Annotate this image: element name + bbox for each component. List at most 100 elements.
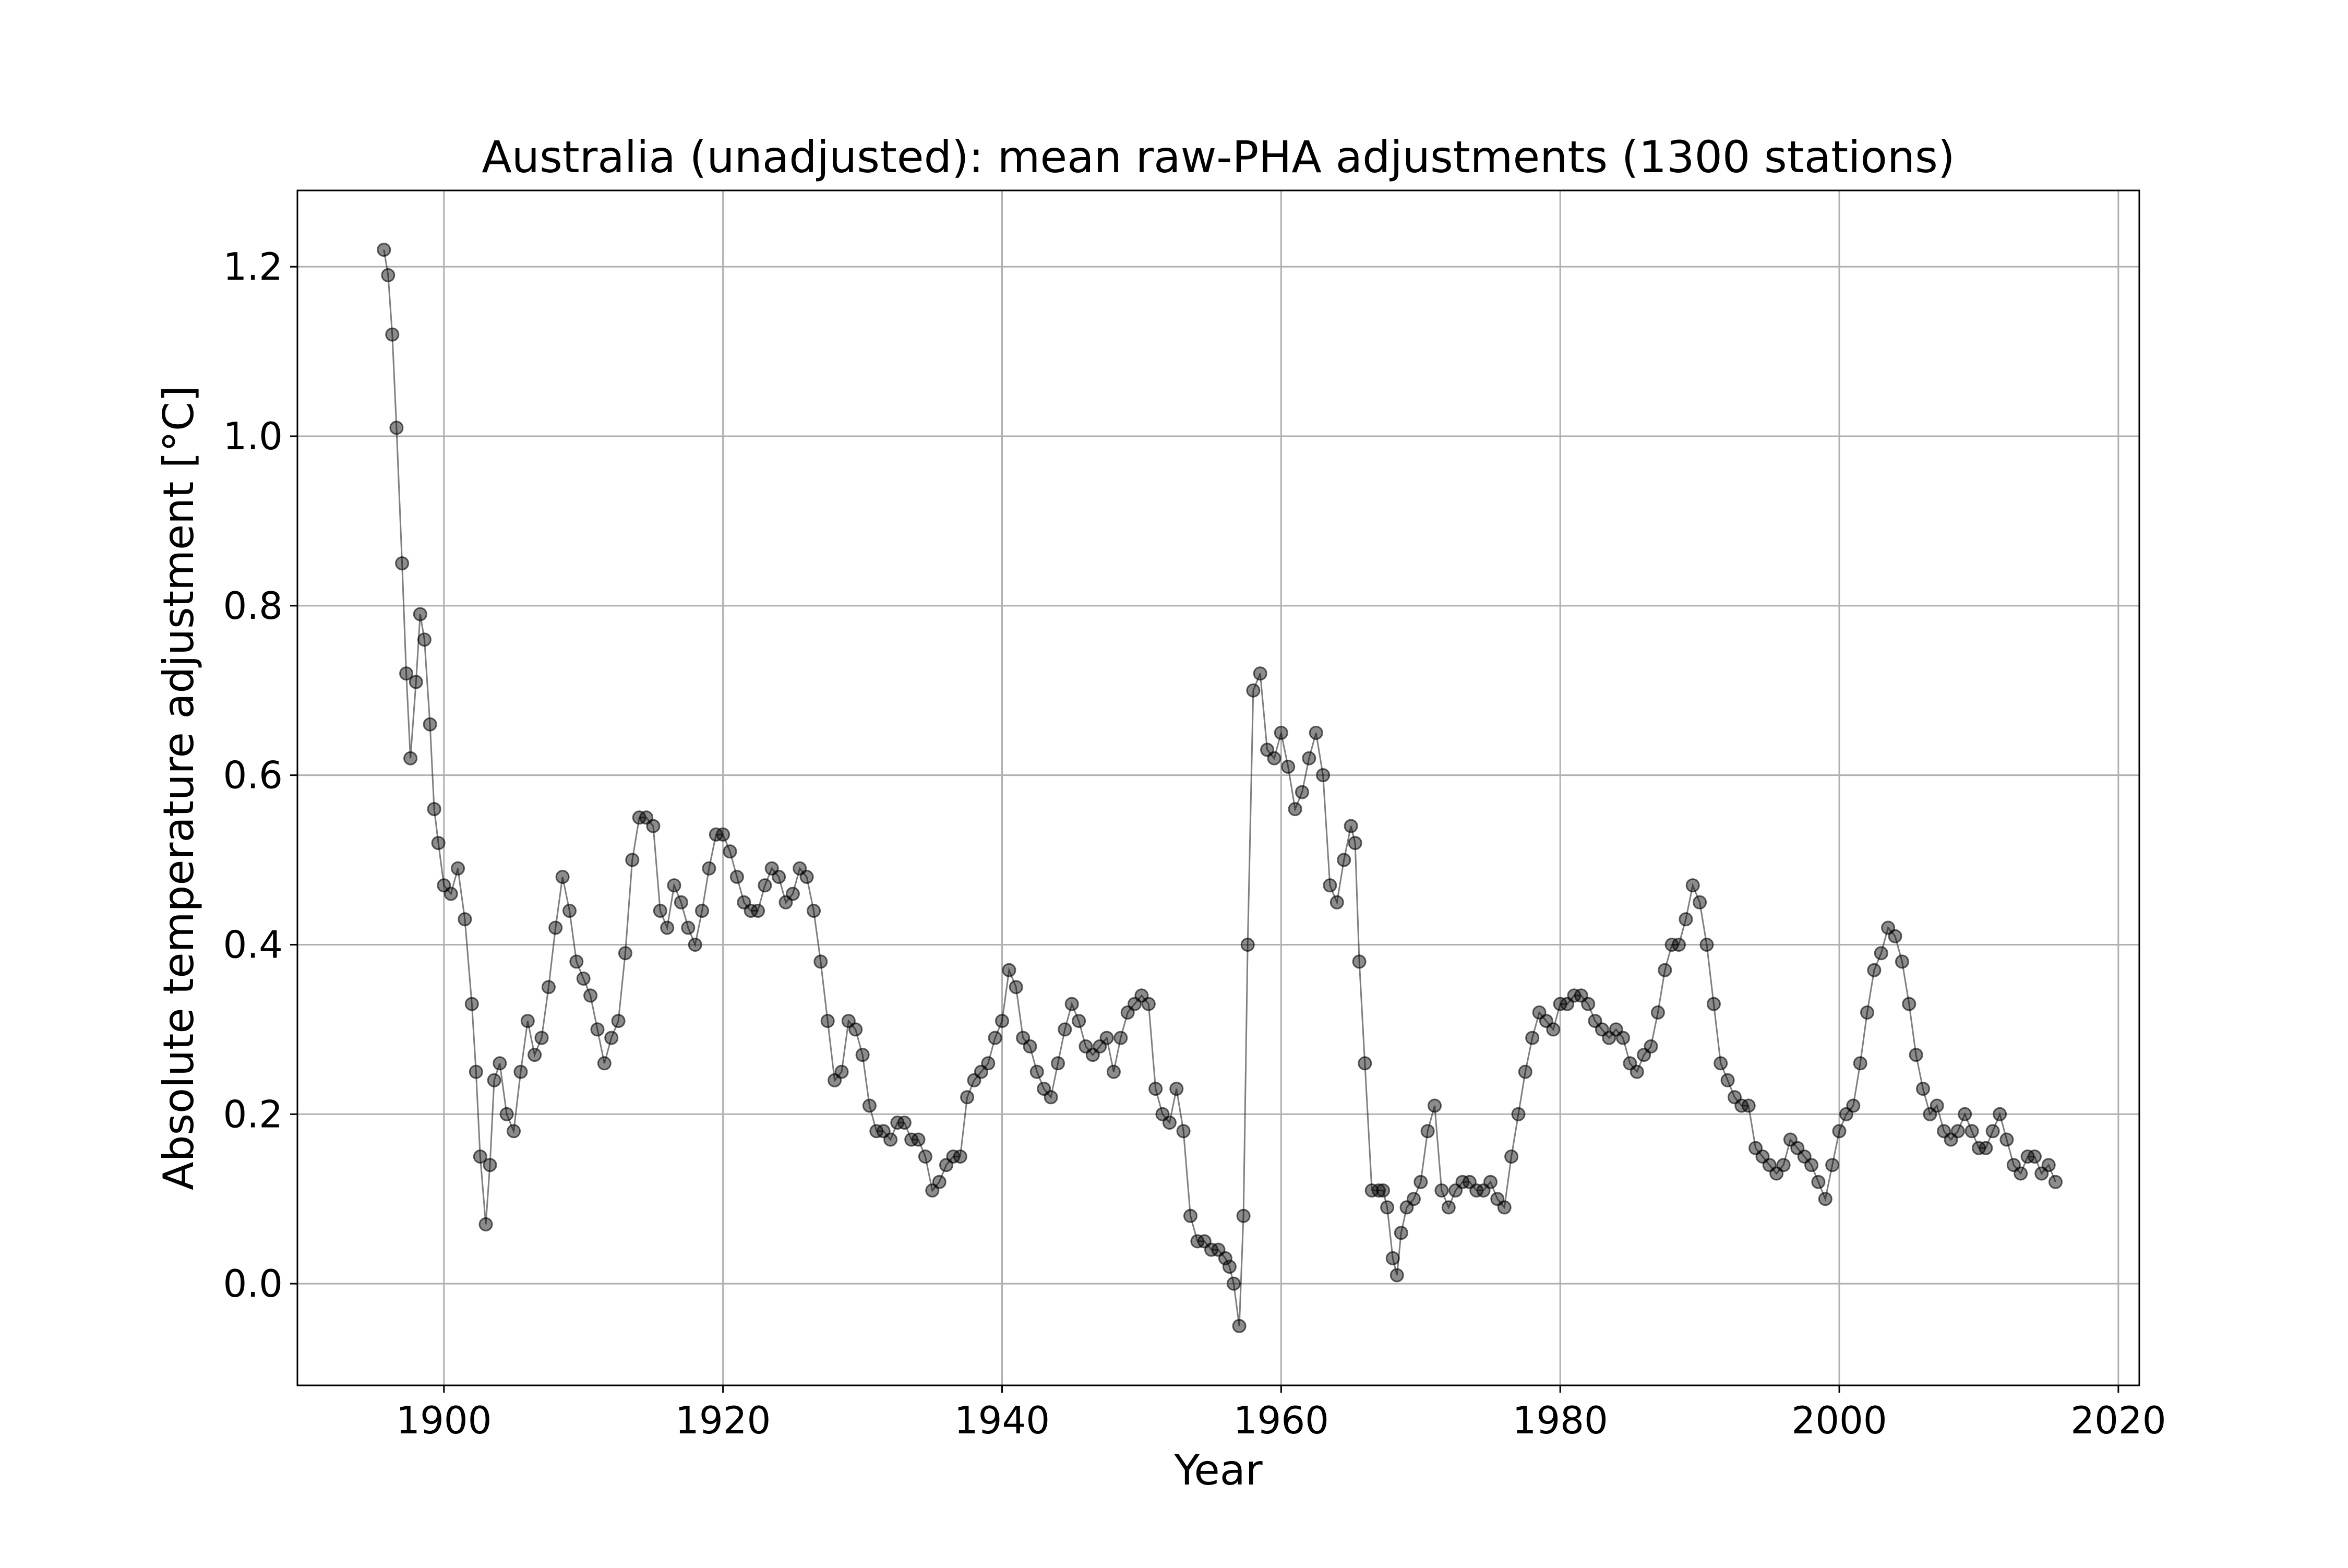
y-axis-label: Absolute temperature adjustment [°C] — [154, 386, 203, 1190]
data-point — [1504, 1150, 1519, 1164]
data-point — [1372, 1183, 1386, 1198]
data-point — [399, 666, 414, 681]
data-point — [1888, 929, 1902, 943]
data-point — [1226, 1276, 1241, 1291]
data-point — [1281, 759, 1296, 774]
y-tick-label: 0.8 — [223, 584, 283, 628]
data-point — [1246, 683, 1261, 698]
data-point — [1385, 1251, 1400, 1265]
y-tick-label: 0.2 — [223, 1092, 283, 1136]
data-point — [513, 1064, 528, 1079]
data-point — [444, 887, 458, 901]
data-point — [1316, 768, 1331, 783]
data-point — [702, 861, 716, 876]
data-point — [758, 878, 772, 893]
data-point — [1348, 836, 1362, 851]
data-point — [1679, 912, 1693, 927]
data-point — [667, 878, 681, 893]
data-point — [487, 1073, 501, 1087]
data-point — [1979, 1141, 1993, 1155]
data-point — [1699, 938, 1714, 952]
data-point — [785, 887, 800, 901]
axis-ticks: 1900 1920 1940 1960 1980 2000 2020 0.0 0.2 0.4 0.6… — [223, 245, 2166, 1442]
data-point — [1860, 1005, 1874, 1020]
data-point — [1329, 895, 1344, 909]
y-tick-label: 0.4 — [223, 923, 283, 966]
data-point — [1581, 997, 1596, 1011]
chart-title: Australia (unadjusted): mean raw-PHA adj… — [482, 131, 1955, 183]
data-point — [417, 632, 432, 647]
data-point — [451, 861, 465, 876]
data-point — [1818, 1192, 1832, 1206]
data-point — [2027, 1150, 2042, 1164]
data-point — [1267, 751, 1281, 765]
data-point — [464, 997, 479, 1011]
data-point — [555, 870, 570, 884]
data-point — [1909, 1048, 1923, 1062]
data-point — [1930, 1098, 1944, 1113]
x-tick-label: 2000 — [1791, 1398, 1887, 1442]
data-point — [423, 717, 437, 732]
data-point — [1672, 938, 1686, 952]
data-point — [1776, 1158, 1791, 1172]
data-point — [2041, 1158, 2056, 1172]
data-point — [1720, 1073, 1735, 1087]
data-point — [1148, 1082, 1163, 1096]
data-point — [1051, 1056, 1065, 1071]
data-point — [1825, 1158, 1840, 1172]
data-point — [813, 954, 828, 969]
data-point — [1853, 1056, 1867, 1071]
data-point — [1162, 1116, 1177, 1130]
data-point — [1811, 1175, 1826, 1189]
data-point — [1693, 895, 1707, 909]
y-tick-label: 1.0 — [223, 414, 283, 458]
data-point — [1525, 1031, 1540, 1045]
data-point — [1916, 1082, 1930, 1096]
x-tick-label: 1940 — [954, 1398, 1050, 1442]
data-point — [611, 1014, 626, 1028]
data-point — [911, 1132, 926, 1147]
data-point — [960, 1090, 975, 1105]
y-tick-label: 0.6 — [223, 753, 283, 797]
data-point — [1497, 1200, 1512, 1215]
data-point — [660, 920, 675, 935]
data-point — [1685, 878, 1700, 893]
data-point — [1964, 1124, 1979, 1139]
data-point — [389, 421, 404, 435]
data-point — [385, 327, 400, 342]
data-point — [1741, 1098, 1756, 1113]
data-point — [681, 920, 696, 935]
data-point — [862, 1098, 877, 1113]
data-point — [723, 844, 737, 859]
x-tick-label: 1900 — [396, 1398, 492, 1442]
data-point — [576, 971, 591, 986]
series-line — [383, 249, 2056, 1326]
data-point — [381, 268, 396, 282]
data-point — [604, 1031, 619, 1045]
data-point — [1352, 954, 1367, 969]
data-point — [1804, 1158, 1819, 1172]
data-point — [618, 946, 632, 961]
data-point — [695, 904, 709, 918]
data-point — [1044, 1090, 1058, 1105]
data-point — [1358, 1056, 1372, 1071]
data-point — [1141, 997, 1156, 1011]
x-axis-label: Year — [1173, 1446, 1262, 1494]
data-point — [988, 1031, 1002, 1045]
data-point — [1240, 938, 1255, 952]
data-point — [799, 870, 814, 884]
data-point — [1029, 1064, 1044, 1079]
y-tick-label: 0.0 — [223, 1262, 283, 1306]
data-point — [403, 751, 418, 765]
data-point — [520, 1014, 535, 1028]
data-point — [548, 920, 563, 935]
data-point — [562, 904, 577, 918]
data-point — [409, 675, 423, 689]
data-point — [534, 1031, 549, 1045]
data-point — [528, 1048, 542, 1062]
data-point — [1274, 725, 1288, 740]
data-point — [427, 802, 441, 817]
data-point — [820, 1014, 835, 1028]
data-point — [1183, 1208, 1197, 1223]
data-point — [1714, 1056, 1728, 1071]
